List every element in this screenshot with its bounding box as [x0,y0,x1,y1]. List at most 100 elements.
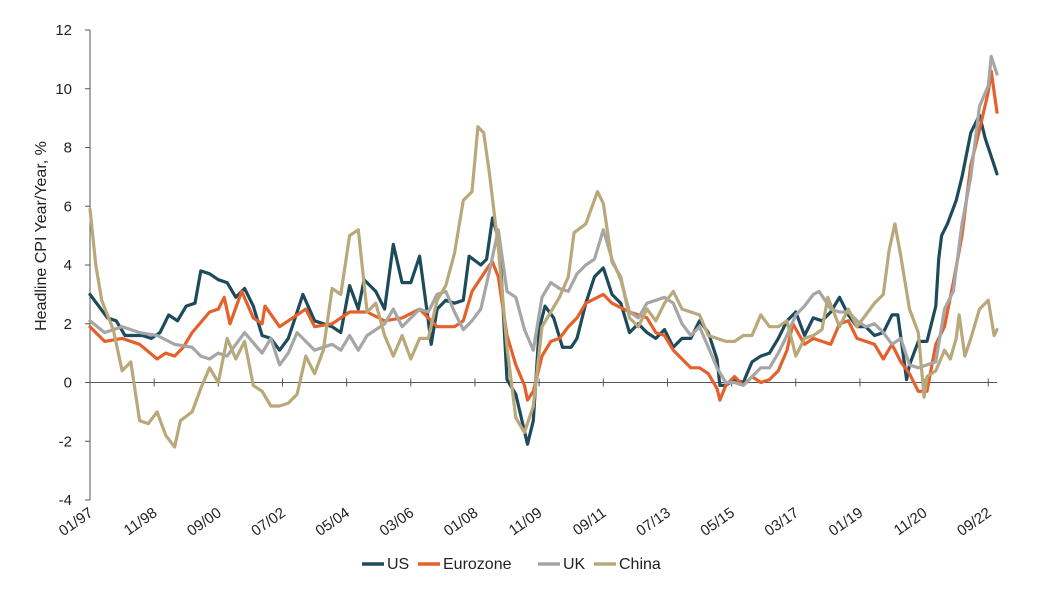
data-point [899,361,902,363]
data-point [100,299,103,302]
data-point [514,393,517,396]
x-tick-label: 03/06 [377,504,418,539]
data-point [567,275,570,278]
data-point [838,296,841,299]
data-point [89,208,91,211]
data-point [923,396,925,399]
data-point [383,322,386,325]
data-point [987,84,990,87]
data-point [453,302,456,305]
data-point [570,346,573,349]
data-point [891,343,893,346]
data-point [558,337,561,340]
data-point [593,275,596,278]
data-point [401,281,403,284]
data-point [339,349,342,352]
data-point [777,352,780,354]
data-point [296,331,298,334]
data-point [821,340,823,343]
data-point [689,311,692,313]
data-point [430,343,433,346]
data-point [961,223,963,225]
data-point [199,270,202,272]
data-point [838,325,841,328]
data-point [934,343,937,346]
data-point [471,319,473,322]
data-point [199,355,202,357]
data-point [506,290,508,293]
data-point [558,296,561,299]
data-point [523,328,526,331]
data-point [331,343,333,346]
data-point [462,199,465,202]
data-point [147,422,150,425]
data-point [993,334,995,337]
data-point [576,337,578,340]
data-point [768,378,771,381]
data-point [917,366,920,369]
data-point [427,337,430,340]
data-point [672,302,675,305]
data-point [229,322,231,325]
x-tick-label: 07/13 [633,504,674,539]
data-point [905,378,908,381]
data-point [252,317,255,319]
data-point [777,325,780,328]
data-point [829,311,832,313]
data-point [896,314,899,316]
data-point [873,322,876,325]
data-point [296,311,298,313]
data-point [191,346,194,349]
data-point [803,334,806,337]
data-point [243,331,246,334]
legend-item-china: China [594,556,661,573]
data-point [628,317,631,319]
data-point [803,337,806,340]
data-point [179,419,182,422]
data-point [549,281,552,284]
data-point [287,402,290,404]
data-point [689,334,692,337]
data-point [208,311,211,313]
data-point [794,314,797,316]
data-point [427,311,430,313]
data-point [392,355,395,357]
data-point [996,73,998,75]
legend-label: UK [563,556,586,573]
data-point [888,249,890,252]
data-point [812,337,815,340]
data-point [611,261,613,263]
data-point [482,131,485,134]
data-point [596,190,599,193]
data-point [786,349,788,352]
data-point [471,290,473,293]
data-point [348,311,351,313]
data-point [479,264,482,266]
data-point [926,340,928,343]
data-point [544,305,546,307]
data-point [167,314,170,316]
data-point [646,331,648,334]
data-point [847,308,850,310]
data-point [751,375,753,378]
data-point [103,340,106,343]
data-point [392,243,395,246]
data-point [462,319,465,322]
data-point [733,375,736,378]
data-point [969,131,972,134]
data-point [996,328,998,331]
data-point [864,340,867,343]
data-point [383,308,386,310]
data-point [990,55,993,58]
data-point [733,381,736,384]
data-point [89,293,91,296]
data-point [987,299,990,302]
data-point [856,337,858,340]
data-point [908,372,911,375]
y-tick-label: 12 [55,22,72,39]
data-point [689,366,692,369]
data-point [453,325,456,328]
x-tick-label: 09/11 [570,504,610,539]
data-point [374,302,377,305]
data-point [287,352,290,354]
